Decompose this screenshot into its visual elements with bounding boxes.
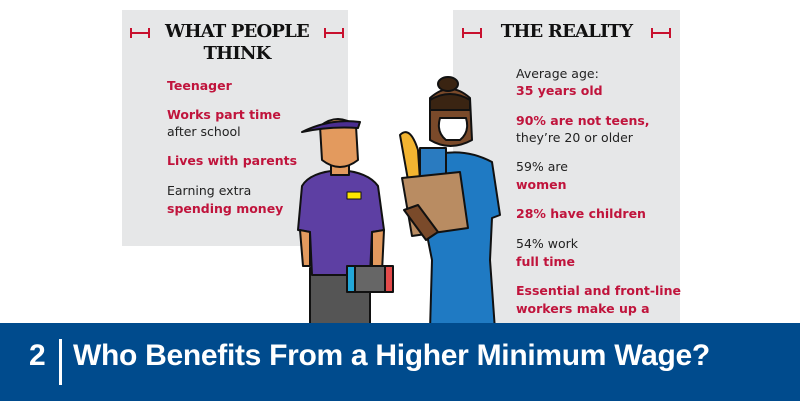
title-line: THINK: [203, 43, 272, 64]
myth-spending-money: spending money: [167, 201, 284, 216]
essential-worker-figure: [399, 76, 501, 331]
reality-line: full time: [516, 254, 576, 269]
section-number: 2: [29, 339, 46, 372]
reality-line: 90% are not teens,: [516, 113, 650, 128]
reality-line: they’re 20 or older: [516, 130, 633, 145]
title-rule-left: [462, 28, 482, 38]
myth-part-time: Works part time: [167, 107, 281, 122]
reality-line: Essential and front-line: [516, 283, 681, 298]
title-rule-left: [130, 28, 150, 38]
title-rule-right: [324, 28, 344, 38]
divider: [59, 339, 62, 385]
reality-line: workers make up a: [516, 301, 650, 316]
reality-line: Average age:: [516, 66, 599, 81]
title-line: WHAT PEOPLE: [165, 21, 310, 42]
title-rule-right: [651, 28, 671, 38]
left-panel-title: WHAT PEOPLE THINK: [152, 21, 322, 65]
banner-title: Who Benefits From a Higher Minimum Wage?: [73, 339, 710, 372]
reality-line: 35 years old: [516, 83, 603, 98]
title-banner: 2 Who Benefits From a Higher Minimum Wag…: [0, 323, 800, 401]
myth-earning-extra: Earning extra: [167, 183, 252, 198]
reality-line: women: [516, 177, 567, 192]
myth-part-time-detail: after school: [167, 124, 241, 139]
teen-worker-figure: [297, 118, 394, 329]
myth-lives-with-parents: Lives with parents: [167, 153, 298, 168]
right-panel-title: THE REALITY: [500, 21, 633, 42]
myth-teenager: Teenager: [167, 78, 232, 93]
reality-line: 59% are: [516, 159, 568, 174]
reality-line: 54% work: [516, 236, 579, 251]
reality-line: 28% have children: [516, 206, 646, 221]
